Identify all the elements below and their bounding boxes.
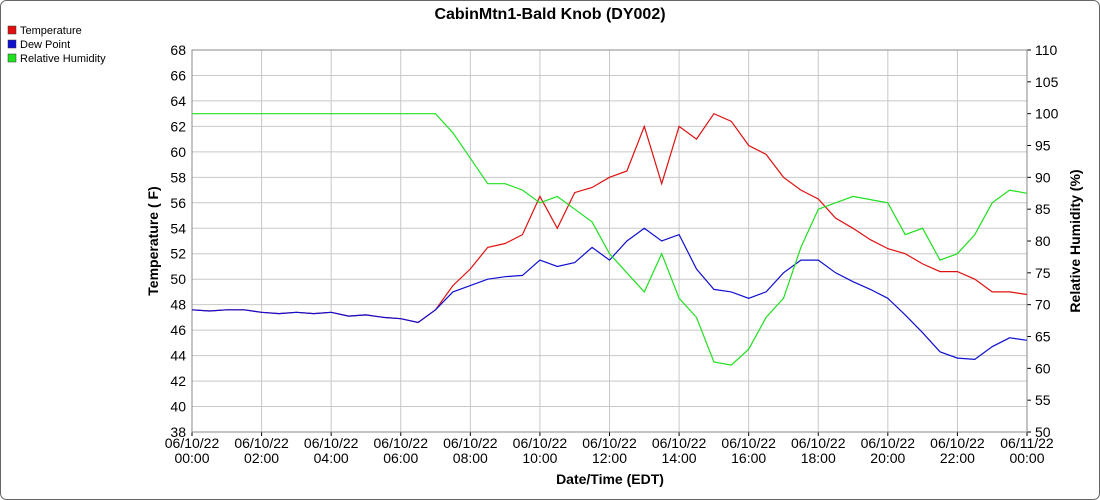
y-tick-label: 48 bbox=[170, 297, 186, 313]
x-tick-label: 06/10/22 22:00 bbox=[930, 435, 985, 466]
legend-label: Temperature bbox=[20, 25, 82, 37]
y2-tick-label: 105 bbox=[1035, 74, 1059, 90]
y-tick-label: 40 bbox=[170, 399, 186, 415]
series-line bbox=[191, 227, 1028, 361]
y2-tick-label: 85 bbox=[1035, 201, 1051, 217]
y-tick-label: 52 bbox=[170, 246, 186, 262]
y-tick-label: 66 bbox=[170, 67, 186, 83]
x-tick-label: 06/10/22 12:00 bbox=[582, 435, 637, 466]
y2-tick-label: 55 bbox=[1035, 392, 1051, 408]
x-tick-label: 06/10/22 14:00 bbox=[652, 435, 707, 466]
y-tick-label: 44 bbox=[170, 348, 186, 364]
y2-tick-label: 90 bbox=[1035, 169, 1051, 185]
x-tick-label: 06/10/22 06:00 bbox=[374, 435, 429, 466]
y-axis-label: Temperature ( F) bbox=[145, 186, 161, 295]
x-tick-label: 06/10/22 16:00 bbox=[721, 435, 776, 466]
y2-tick-label: 100 bbox=[1035, 106, 1059, 122]
y-tick-label: 64 bbox=[170, 93, 186, 109]
y2-tick-label: 95 bbox=[1035, 138, 1051, 154]
x-tick-label: 06/10/22 20:00 bbox=[861, 435, 916, 466]
y2-tick-label: 110 bbox=[1035, 42, 1058, 58]
y-tick-label: 46 bbox=[170, 322, 186, 338]
legend-swatch bbox=[7, 25, 17, 35]
plot-border bbox=[191, 49, 1028, 433]
x-axis-label: Date/Time (EDT) bbox=[556, 471, 664, 487]
y-tick-label: 50 bbox=[170, 271, 186, 287]
y-tick-label: 62 bbox=[170, 118, 186, 134]
x-tick-label: 06/10/22 02:00 bbox=[234, 435, 289, 466]
y-tick-label: 58 bbox=[170, 169, 186, 185]
y2-tick-label: 75 bbox=[1035, 265, 1051, 281]
y-tick-label: 38 bbox=[170, 424, 186, 440]
x-tick-label: 06/10/22 18:00 bbox=[791, 435, 846, 466]
x-tick-label: 06/10/22 10:00 bbox=[513, 435, 568, 466]
y-tick-label: 54 bbox=[170, 220, 186, 236]
y2-tick-label: 60 bbox=[1035, 360, 1051, 376]
x-tick-label: 06/11/22 00:00 bbox=[1000, 435, 1054, 466]
chart-title: CabinMtn1-Bald Knob (DY002) bbox=[434, 6, 665, 23]
y-tick-label: 42 bbox=[170, 373, 186, 389]
legend-label: Dew Point bbox=[20, 39, 70, 51]
y2-axis-label: Relative Humidity (%) bbox=[1067, 169, 1083, 312]
legend-swatch bbox=[7, 53, 17, 63]
x-tick-label: 06/10/22 08:00 bbox=[443, 435, 498, 466]
y-tick-label: 56 bbox=[170, 195, 186, 211]
legend-swatch bbox=[7, 39, 17, 49]
legend-label: Relative Humidity bbox=[20, 53, 106, 65]
y2-tick-label: 70 bbox=[1035, 297, 1051, 313]
y-tick-label: 68 bbox=[170, 42, 186, 58]
series-line bbox=[192, 113, 1028, 366]
x-tick-label: 06/10/22 00:00 bbox=[165, 435, 220, 466]
y2-tick-label: 65 bbox=[1035, 329, 1051, 345]
x-tick-label: 06/10/22 04:00 bbox=[304, 435, 359, 466]
y-tick-label: 60 bbox=[170, 144, 186, 160]
y2-tick-label: 50 bbox=[1035, 424, 1051, 440]
y2-tick-label: 80 bbox=[1035, 233, 1051, 249]
